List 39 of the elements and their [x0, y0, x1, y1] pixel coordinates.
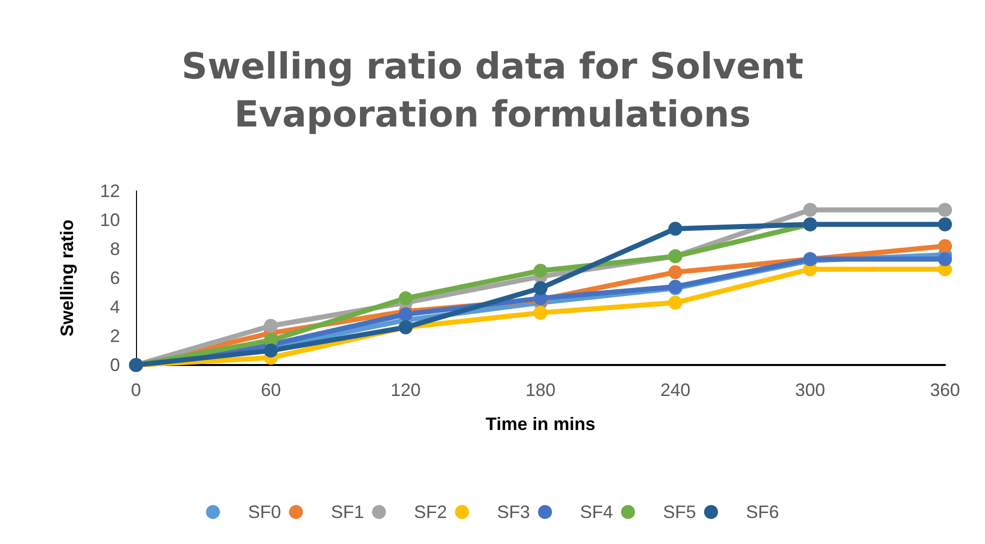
point — [668, 222, 682, 236]
y-tick-label: 2 — [110, 326, 120, 346]
x-tick-label: 240 — [660, 380, 690, 400]
point — [398, 307, 413, 322]
point — [803, 202, 818, 217]
legend-label: SF6 — [746, 502, 780, 522]
legend-label: SF4 — [580, 502, 614, 522]
x-tick-label: 120 — [390, 380, 421, 400]
x-tick-label: 180 — [525, 380, 556, 400]
point — [938, 252, 952, 266]
x-tick-label: 0 — [130, 380, 142, 400]
chart-title: Swelling ratio data for Solvent Evaporation formulations — [182, 46, 804, 136]
x-tick-label: 60 — [260, 380, 281, 400]
point — [534, 281, 548, 296]
point — [264, 318, 278, 333]
y-tick-label: 12 — [100, 181, 120, 201]
y-tick-label: 8 — [110, 239, 120, 259]
point — [534, 306, 548, 320]
point — [938, 202, 952, 217]
y-tick-label: 4 — [110, 297, 120, 317]
legend-label: SF2 — [414, 502, 447, 522]
legend-label: SF1 — [330, 502, 364, 522]
legend-label: SF3 — [496, 502, 530, 522]
point — [938, 239, 952, 254]
legend-label: SF5 — [663, 502, 696, 522]
y-tick-label: 0 — [110, 355, 120, 375]
y-axis-title: Swelling ratio — [57, 219, 77, 337]
point — [534, 264, 548, 278]
y-tick-label: 6 — [110, 268, 120, 288]
x-tick-label: 360 — [930, 380, 960, 400]
point — [264, 344, 278, 358]
x-tick-label: 300 — [795, 380, 826, 400]
point — [938, 217, 952, 232]
x-axis-title: Time in mins — [486, 414, 596, 434]
point — [668, 265, 682, 280]
point — [398, 291, 413, 306]
point — [668, 296, 682, 310]
legend-label: SF0 — [248, 502, 281, 522]
y-tick-label: 10 — [100, 210, 120, 230]
